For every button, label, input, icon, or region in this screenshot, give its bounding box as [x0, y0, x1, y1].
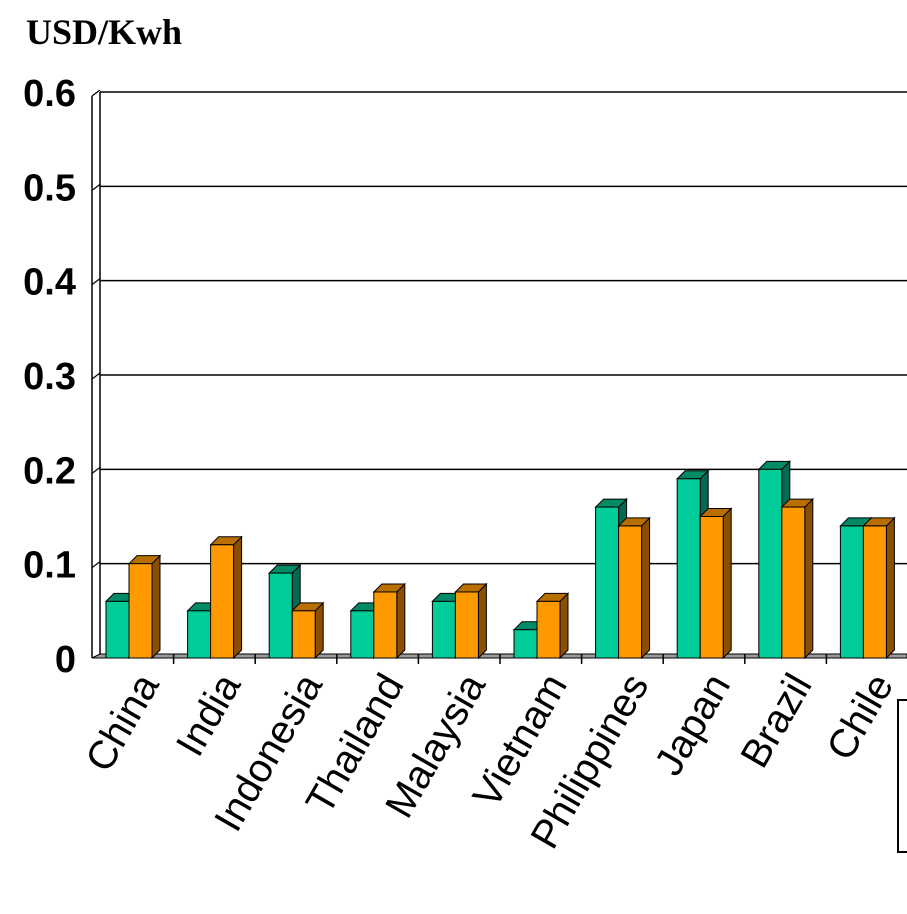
bar-thailand-series-2	[374, 584, 405, 658]
x-tick-label-japan: Japan	[646, 667, 739, 783]
bar-philippines-series-2	[619, 518, 650, 658]
y-tick-label: 0.4	[23, 262, 76, 304]
bar-vietnam-series-2	[537, 593, 568, 658]
bar-malaysia-series-2	[455, 584, 486, 658]
y-tick-label: 0.5	[23, 167, 76, 209]
x-axis-ticks: China IndiaIndonesiaThailandMalaysiaVietn…	[77, 654, 907, 856]
y-tick-label: 0	[55, 639, 76, 681]
x-tick-label-china: China	[77, 666, 168, 779]
legend-box	[898, 700, 907, 852]
bars	[106, 461, 894, 658]
gridline-depth	[92, 373, 100, 379]
gridline-depth	[92, 90, 100, 96]
bar-japan-series-2	[700, 509, 731, 659]
x-tick-label-india: India	[168, 666, 250, 764]
bar-brazil-series-2	[782, 499, 813, 658]
bar-chile-series-2	[863, 518, 894, 658]
gridline-depth	[92, 279, 100, 285]
gridline-depth	[92, 184, 100, 190]
bar-india-series-2	[211, 537, 242, 658]
y-tick-label: 0.3	[23, 356, 76, 398]
bar-china-series-2	[129, 556, 160, 658]
gridline-depth	[92, 562, 100, 568]
y-axis-unit-label: USD/Kwh	[26, 12, 182, 52]
x-tick-label-brazil: Brazil	[732, 667, 820, 776]
gridline-depth	[92, 467, 100, 473]
y-axis-ticks: 0 0.1 0.2 0.3 0.4 0.5 0.6	[23, 73, 76, 681]
y-tick-label: 0.1	[23, 545, 76, 587]
bar-indonesia-series-2	[292, 603, 323, 658]
x-tick-label-chile: Chile	[819, 667, 903, 768]
y-tick-label: 0.6	[23, 73, 76, 115]
y-tick-label: 0.2	[23, 450, 76, 492]
